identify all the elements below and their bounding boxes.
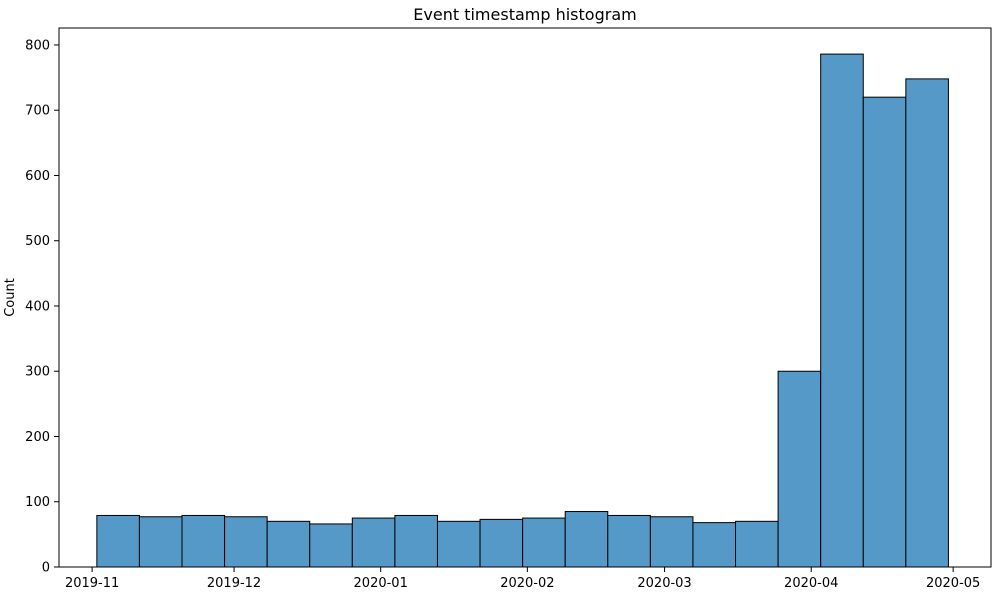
histogram-bar-19 — [862, 96, 907, 568]
histogram-bar-12 — [564, 511, 609, 568]
histogram-bar-20 — [905, 78, 949, 568]
histogram-bar-14 — [649, 516, 694, 568]
histogram-bar-11 — [522, 517, 566, 568]
histogram-bar-1 — [96, 514, 140, 568]
plot-frame — [58, 27, 992, 568]
y-axis-ticks: 0 100 200 300 400 500 600 700 800 — [25, 38, 59, 576]
histogram-bar-15 — [692, 522, 737, 568]
histogram-bar-17 — [777, 370, 822, 568]
y-tick-label: 100 — [25, 495, 50, 510]
chart-title: Event timestamp histogram — [413, 5, 636, 24]
y-tick-label: 400 — [25, 299, 50, 314]
x-tick-label: 2019-12 — [207, 576, 261, 591]
y-tick-label: 700 — [25, 104, 50, 119]
x-tick-label: 2020-04 — [784, 576, 838, 591]
histogram-bar-2 — [138, 516, 183, 568]
histogram-bar-7 — [351, 517, 396, 568]
histogram-bar-13 — [607, 514, 651, 568]
histogram-bar-10 — [479, 518, 524, 568]
x-tick-label: 2020-01 — [354, 576, 408, 591]
histogram-bar-8 — [394, 514, 438, 568]
y-tick-label: 800 — [25, 38, 50, 53]
histogram-bar-6 — [309, 523, 353, 568]
x-tick-label: 2020-05 — [926, 576, 980, 591]
histogram-bar-4 — [224, 516, 268, 568]
histogram-bar-3 — [181, 514, 226, 568]
histogram-bar-5 — [266, 520, 311, 568]
x-tick-label: 2020-02 — [500, 576, 554, 591]
y-tick-label: 500 — [25, 234, 50, 249]
histogram-bar-16 — [735, 520, 779, 568]
y-tick-label: 200 — [25, 430, 50, 445]
x-tick-label: 2020-03 — [637, 576, 691, 591]
y-tick-label: 0 — [42, 561, 50, 576]
histogram-bar-9 — [436, 520, 481, 568]
bars-group — [96, 53, 949, 568]
y-tick-label: 600 — [25, 169, 50, 184]
y-axis-label: Count — [3, 278, 18, 317]
y-tick-label: 300 — [25, 365, 50, 380]
histogram-bar-18 — [820, 53, 864, 568]
x-axis-ticks: 2019-11 2019-12 2020-01 2020-02 2020-03 2020-… — [65, 567, 980, 591]
x-tick-label: 2019-11 — [65, 576, 119, 591]
